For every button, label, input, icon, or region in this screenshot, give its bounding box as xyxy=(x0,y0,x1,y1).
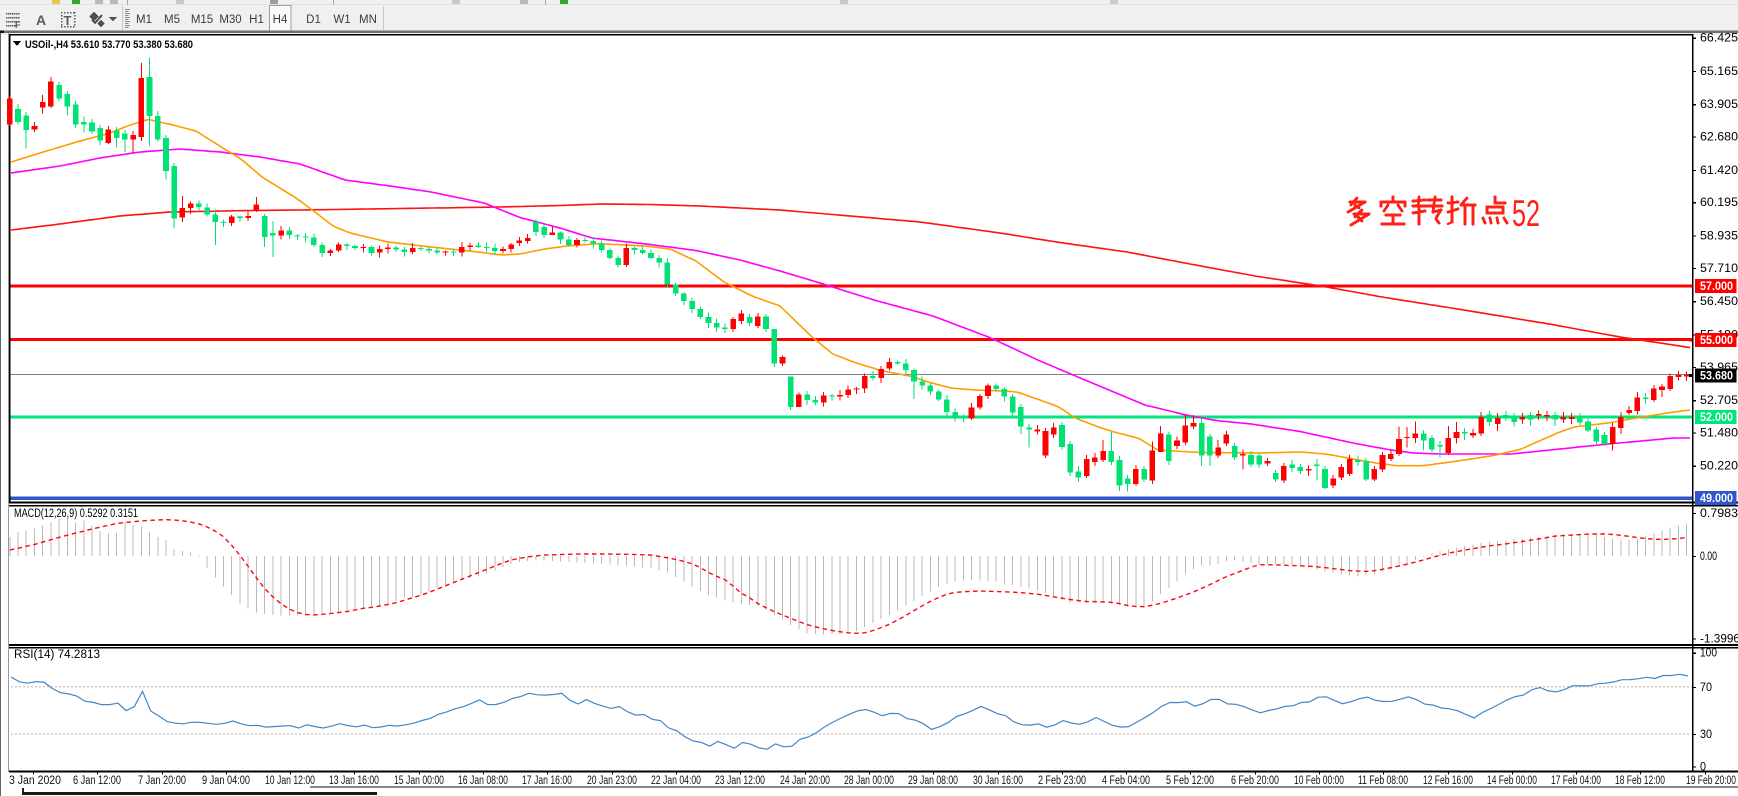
svg-text:28 Jan 00:00: 28 Jan 00:00 xyxy=(844,775,894,787)
svg-text:51.480: 51.480 xyxy=(1700,427,1738,439)
svg-text:RSI(14) 74.2813: RSI(14) 74.2813 xyxy=(14,649,100,661)
svg-text:23 Jan 12:00: 23 Jan 12:00 xyxy=(715,775,765,787)
svg-text:W1: W1 xyxy=(333,14,350,26)
svg-text:50.220: 50.220 xyxy=(1700,461,1738,473)
svg-text:M30: M30 xyxy=(219,14,241,26)
svg-text:10 Feb 00:00: 10 Feb 00:00 xyxy=(1294,775,1344,787)
svg-text:58.935: 58.935 xyxy=(1700,231,1738,243)
svg-text:53.680: 53.680 xyxy=(1700,371,1733,383)
svg-text:49.000: 49.000 xyxy=(1700,493,1733,505)
svg-text:H4: H4 xyxy=(273,14,288,26)
svg-text:6 Feb 20:00: 6 Feb 20:00 xyxy=(1231,775,1279,787)
svg-text:H1: H1 xyxy=(249,14,264,26)
svg-text:18 Feb 12:00: 18 Feb 12:00 xyxy=(1615,775,1665,787)
svg-text:3 Jan 2020: 3 Jan 2020 xyxy=(9,775,61,787)
svg-text:D1: D1 xyxy=(306,14,321,26)
svg-text:20 Jan 23:00: 20 Jan 23:00 xyxy=(587,775,637,787)
svg-text:19 Feb 20:00: 19 Feb 20:00 xyxy=(1686,775,1736,787)
svg-text:24 Jan 20:00: 24 Jan 20:00 xyxy=(780,775,830,787)
svg-text:55.000: 55.000 xyxy=(1700,335,1733,347)
svg-text:100: 100 xyxy=(1700,648,1717,660)
svg-text:10 Jan 12:00: 10 Jan 12:00 xyxy=(265,775,315,787)
svg-text:0.7983: 0.7983 xyxy=(1700,508,1738,520)
svg-text:14 Feb 00:00: 14 Feb 00:00 xyxy=(1487,775,1537,787)
svg-text:MN: MN xyxy=(359,14,377,26)
svg-text:15 Jan 00:00: 15 Jan 00:00 xyxy=(394,775,444,787)
svg-text:57.000: 57.000 xyxy=(1700,281,1733,293)
svg-text:-1.3996: -1.3996 xyxy=(1700,634,1738,646)
svg-text:0.00: 0.00 xyxy=(1700,551,1717,563)
svg-text:56.450: 56.450 xyxy=(1700,296,1738,308)
svg-text:4 Feb 04:00: 4 Feb 04:00 xyxy=(1102,775,1150,787)
svg-text:M1: M1 xyxy=(136,14,152,26)
svg-text:65.165: 65.165 xyxy=(1700,66,1738,78)
svg-text:7 Jan 20:00: 7 Jan 20:00 xyxy=(138,775,186,787)
svg-text:MACD(12,26,9) 0.5292 0.3151: MACD(12,26,9) 0.5292 0.3151 xyxy=(14,508,138,520)
svg-text:M15: M15 xyxy=(191,14,213,26)
svg-text:17 Feb 04:00: 17 Feb 04:00 xyxy=(1551,775,1601,787)
svg-text:5 Feb 12:00: 5 Feb 12:00 xyxy=(1166,775,1214,787)
svg-text:30: 30 xyxy=(1700,729,1712,741)
svg-text:29 Jan 08:00: 29 Jan 08:00 xyxy=(908,775,958,787)
svg-text:9 Jan 04:00: 9 Jan 04:00 xyxy=(202,775,250,787)
svg-text:16 Jan 08:00: 16 Jan 08:00 xyxy=(458,775,508,787)
svg-text:11 Feb 08:00: 11 Feb 08:00 xyxy=(1358,775,1408,787)
svg-text:30 Jan 16:00: 30 Jan 16:00 xyxy=(973,775,1023,787)
svg-text:66.425: 66.425 xyxy=(1700,33,1738,45)
svg-text:A: A xyxy=(36,12,46,28)
svg-text:12 Feb 16:00: 12 Feb 16:00 xyxy=(1423,775,1473,787)
svg-text:52.000: 52.000 xyxy=(1700,412,1733,424)
svg-text:62.680: 62.680 xyxy=(1700,132,1738,144)
svg-text:63.905: 63.905 xyxy=(1700,99,1738,111)
svg-text:60.195: 60.195 xyxy=(1700,197,1738,209)
svg-text:2 Feb 23:00: 2 Feb 23:00 xyxy=(1038,775,1086,787)
svg-text:6 Jan 12:00: 6 Jan 12:00 xyxy=(73,775,121,787)
svg-text:70: 70 xyxy=(1700,682,1712,694)
svg-text:17 Jan 16:00: 17 Jan 16:00 xyxy=(522,775,572,787)
svg-text:USOil-,H4 53.610 53.770 53.38: USOil-,H4 53.610 53.770 53.380 53.680 xyxy=(25,39,193,51)
svg-text:0: 0 xyxy=(1700,761,1706,773)
svg-text:52: 52 xyxy=(1512,193,1540,234)
svg-text:52.705: 52.705 xyxy=(1700,395,1738,407)
svg-text:13 Jan 16:00: 13 Jan 16:00 xyxy=(329,775,379,787)
svg-text:22 Jan 04:00: 22 Jan 04:00 xyxy=(651,775,701,787)
svg-text:57.710: 57.710 xyxy=(1700,263,1738,275)
svg-text:F: F xyxy=(15,20,21,30)
svg-text:M5: M5 xyxy=(164,14,180,26)
svg-text:61.420: 61.420 xyxy=(1700,165,1738,177)
svg-text:T: T xyxy=(64,13,72,28)
